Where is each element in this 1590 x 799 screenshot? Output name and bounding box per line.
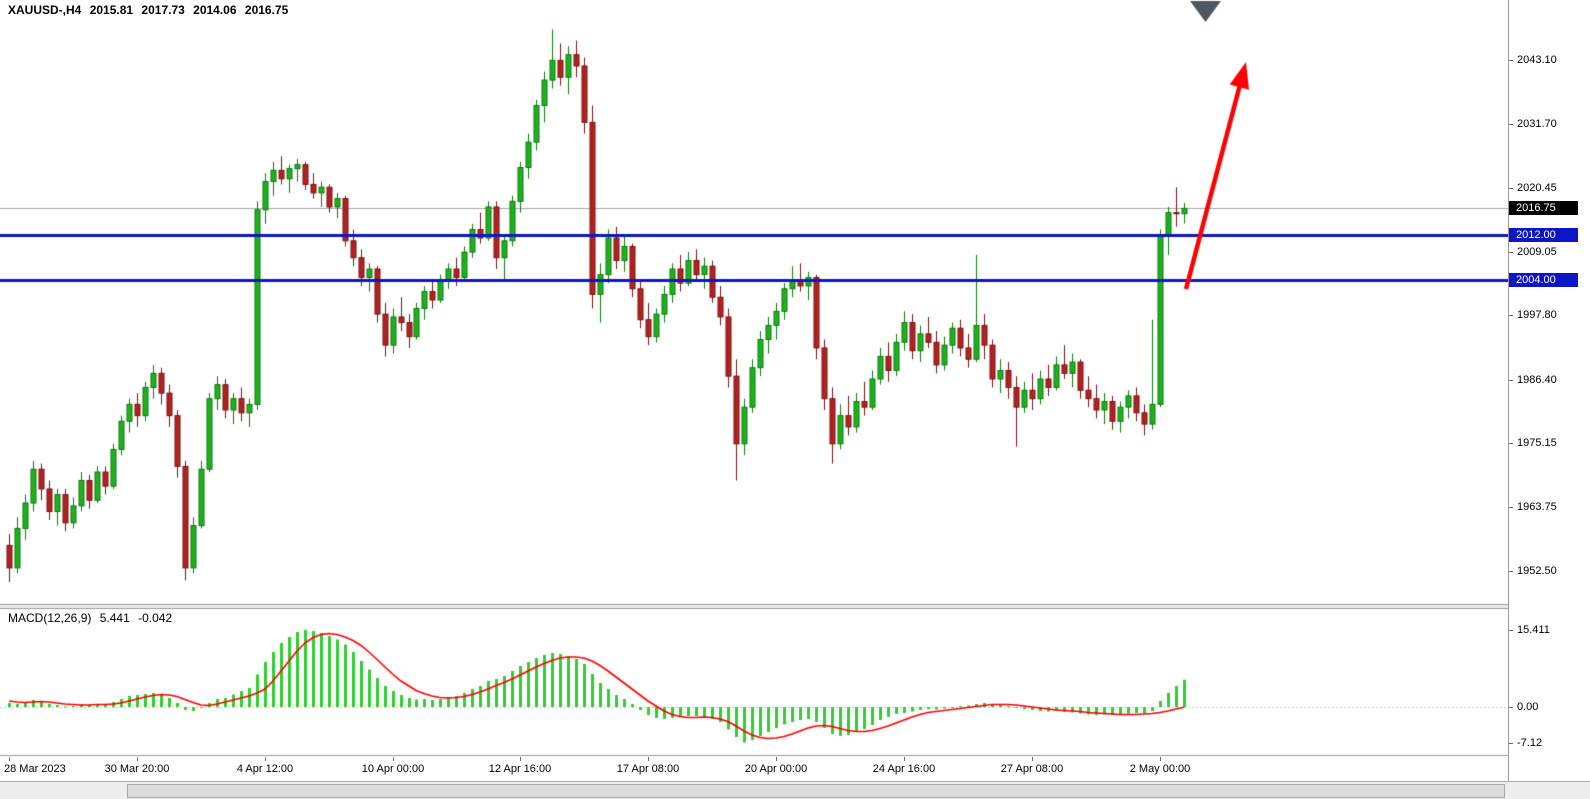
time-axis-label: 27 Apr 08:00 (1000, 763, 1064, 775)
price-axis-tick (1509, 743, 1513, 744)
price-axis-tick (1509, 507, 1513, 508)
price-axis-label: 2031.70 (1517, 118, 1557, 130)
price-axis-tick (1509, 60, 1513, 61)
price-axis[interactable]: 2043.10 2031.70 2020.45 2009.05 1997.80 1986.… (1508, 0, 1590, 781)
price-axis-label: 15.411 (1517, 624, 1550, 636)
price-axis-label: 1952.50 (1517, 565, 1557, 577)
time-axis-tick (904, 757, 905, 761)
candlestick-chart-canvas[interactable] (0, 0, 1508, 757)
time-axis-label: 17 Apr 08:00 (616, 763, 680, 775)
open-value: 2015.81 (89, 3, 134, 17)
time-axis-label: 24 Apr 16:00 (872, 763, 936, 775)
price-axis-tick (1509, 380, 1513, 381)
time-axis-tick (393, 757, 394, 761)
close-value: 2016.75 (244, 3, 289, 17)
price-axis-tick (1509, 630, 1513, 631)
scrollbar-thumb[interactable] (127, 784, 1505, 798)
time-axis-tick (137, 757, 138, 761)
price-axis-tick (1509, 707, 1513, 708)
price-axis-label: 1997.80 (1517, 309, 1557, 321)
time-axis-tick (1160, 757, 1161, 761)
time-axis-label: 2 May 00:00 (1129, 763, 1191, 775)
time-axis-tick (265, 757, 266, 761)
time-axis-label: 28 Mar 2023 (4, 763, 66, 775)
time-axis-label: 10 Apr 00:00 (361, 763, 425, 775)
price-axis-label: 1986.40 (1517, 374, 1557, 386)
price-axis-label: 1975.15 (1517, 437, 1557, 449)
price-axis-tick (1509, 315, 1513, 316)
time-axis-tick (9, 757, 10, 761)
time-axis-tick (1032, 757, 1033, 761)
macd-main-value: 5.441 (99, 611, 130, 625)
price-axis-label: 2009.05 (1517, 246, 1557, 258)
macd-name: MACD(12,26,9) (8, 611, 92, 625)
price-axis-tick (1509, 188, 1513, 189)
horizontal-scrollbar[interactable] (0, 781, 1590, 799)
price-axis-tick (1509, 252, 1513, 253)
price-axis-tick (1509, 571, 1513, 572)
macd-indicator-label: MACD(12,26,9) 5.441 -0.042 (8, 611, 177, 625)
price-level-badge: 2004.00 (1509, 273, 1578, 287)
symbol-timeframe-label: XAUUSD-,H4 (8, 3, 82, 17)
time-axis-label: 4 Apr 12:00 (236, 763, 294, 775)
price-axis-tick (1509, 443, 1513, 444)
time-axis-tick (776, 757, 777, 761)
price-axis-tick (1509, 124, 1513, 125)
price-level-badge: 2012.00 (1509, 228, 1578, 242)
chart-ohlc-header: XAUUSD-,H4 2015.81 2017.73 2014.06 2016.… (8, 3, 293, 17)
time-axis-label: 20 Apr 00:00 (744, 763, 808, 775)
high-value: 2017.73 (141, 3, 185, 17)
low-value: 2014.06 (193, 3, 237, 17)
time-axis-tick (648, 757, 649, 761)
price-axis-label: 0.00 (1517, 701, 1539, 713)
time-axis-tick (520, 757, 521, 761)
current-price-badge: 2016.75 (1509, 201, 1578, 215)
time-axis-label: 30 Mar 20:00 (104, 763, 170, 775)
price-axis-label: -7.12 (1517, 737, 1543, 749)
time-axis[interactable]: 28 Mar 2023 30 Mar 20:00 4 Apr 12:00 10 Apr… (0, 757, 1508, 781)
time-axis-label: 12 Apr 16:00 (488, 763, 552, 775)
price-axis-label: 2020.45 (1517, 182, 1557, 194)
price-axis-label: 2043.10 (1517, 54, 1557, 66)
macd-signal-value: -0.042 (138, 611, 173, 625)
price-axis-label: 1963.75 (1517, 501, 1557, 513)
